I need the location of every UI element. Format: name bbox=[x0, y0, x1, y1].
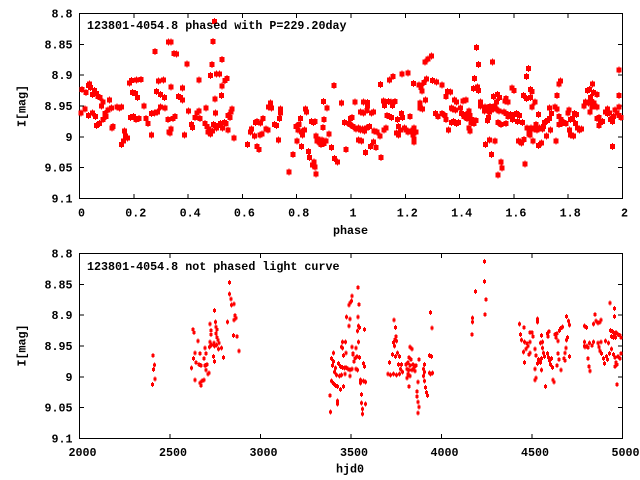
svg-text:123801-4054.8 not phased light: 123801-4054.8 not phased light curve bbox=[87, 260, 340, 274]
svg-text:8.85: 8.85 bbox=[44, 278, 72, 292]
svg-text:0.6: 0.6 bbox=[234, 207, 255, 221]
svg-text:9: 9 bbox=[65, 371, 72, 385]
svg-text:8.9: 8.9 bbox=[51, 69, 72, 83]
svg-text:hjd0: hjd0 bbox=[336, 463, 364, 477]
svg-text:I[mag]: I[mag] bbox=[16, 324, 30, 366]
svg-text:1: 1 bbox=[349, 207, 356, 221]
svg-text:8.95: 8.95 bbox=[44, 340, 72, 354]
svg-text:123801-4054.8 phased with P=22: 123801-4054.8 phased with P=229.20day bbox=[87, 19, 347, 33]
svg-text:3000: 3000 bbox=[249, 446, 277, 460]
svg-text:9.1: 9.1 bbox=[51, 433, 72, 447]
svg-text:5000: 5000 bbox=[611, 446, 639, 460]
svg-text:4000: 4000 bbox=[430, 446, 458, 460]
svg-text:8.8: 8.8 bbox=[51, 8, 72, 22]
svg-text:phase: phase bbox=[333, 224, 368, 238]
svg-text:2000: 2000 bbox=[68, 446, 96, 460]
svg-text:8.9: 8.9 bbox=[51, 309, 72, 323]
svg-text:0.8: 0.8 bbox=[288, 207, 309, 221]
svg-text:8.8: 8.8 bbox=[51, 248, 72, 262]
svg-text:1.8: 1.8 bbox=[560, 207, 581, 221]
svg-text:I[mag]: I[mag] bbox=[16, 85, 30, 127]
svg-text:0.4: 0.4 bbox=[180, 207, 201, 221]
svg-text:1.6: 1.6 bbox=[505, 207, 526, 221]
svg-text:9: 9 bbox=[65, 131, 72, 145]
svg-text:9.05: 9.05 bbox=[44, 402, 72, 416]
svg-text:3500: 3500 bbox=[340, 446, 368, 460]
svg-text:1.4: 1.4 bbox=[451, 207, 472, 221]
svg-text:2: 2 bbox=[621, 207, 628, 221]
svg-text:1.2: 1.2 bbox=[397, 207, 418, 221]
svg-text:0: 0 bbox=[78, 207, 85, 221]
svg-text:9.05: 9.05 bbox=[44, 162, 72, 176]
svg-text:4500: 4500 bbox=[521, 446, 549, 460]
svg-text:2500: 2500 bbox=[159, 446, 187, 460]
svg-text:9.1: 9.1 bbox=[51, 193, 72, 207]
svg-text:8.95: 8.95 bbox=[44, 100, 72, 114]
svg-text:8.85: 8.85 bbox=[44, 38, 72, 52]
svg-text:0.2: 0.2 bbox=[125, 207, 146, 221]
